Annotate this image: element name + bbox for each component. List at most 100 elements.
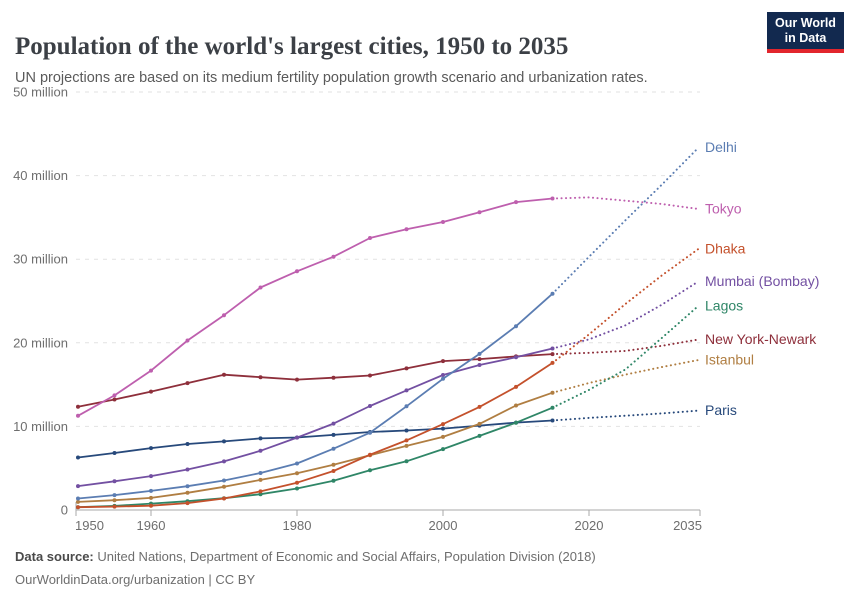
owid-logo[interactable]: Our World in Data [767, 12, 844, 53]
data-point-delhi-1990 [368, 430, 372, 435]
gridlines [76, 91, 700, 427]
owid-logo-line2: in Data [784, 31, 827, 45]
data-point-dhaka-1975 [258, 489, 263, 494]
data-point-mumbai-bombay-1990 [368, 404, 372, 408]
series-label-dhaka[interactable]: Dhaka [705, 240, 746, 256]
data-point-istanbul-1970 [222, 484, 226, 489]
data-source-text: United Nations, Department of Economic a… [93, 549, 596, 564]
data-point-istanbul-1975 [258, 477, 263, 482]
data-point-mumbai-bombay-1960 [149, 474, 153, 479]
data-point-paris-1960 [149, 446, 153, 451]
data-point-lagos-2000 [441, 447, 445, 452]
series-tokyo: Tokyo [76, 196, 742, 418]
data-point-delhi-2005 [477, 351, 482, 356]
data-point-lagos-1990 [368, 468, 372, 473]
series-projection-istanbul[interactable] [551, 359, 700, 394]
data-point-istanbul-1985 [331, 462, 336, 467]
data-point-dhaka-1995 [404, 438, 409, 443]
data-point-tokyo-1965 [185, 338, 190, 343]
data-point-dhaka-2005 [477, 404, 482, 409]
data-point-mumbai-bombay-2005 [477, 363, 482, 367]
series-label-tokyo[interactable]: Tokyo [705, 201, 742, 217]
series-label-new-york-newark[interactable]: New York-Newark [705, 331, 817, 347]
y-tick-label-0: 0 [61, 503, 68, 518]
series-projection-tokyo[interactable] [551, 196, 700, 210]
owid-logo-line1: Our World [775, 16, 836, 30]
data-point-delhi-2015 [550, 291, 555, 296]
data-point-tokyo-2000 [441, 220, 445, 224]
data-point-mumbai-bombay-1995 [404, 388, 409, 393]
series-line-istanbul[interactable] [77, 391, 553, 503]
data-point-paris-1985 [331, 432, 336, 437]
data-point-delhi-1960 [149, 488, 153, 493]
series-projection-paris[interactable] [551, 409, 700, 422]
y-tick-label-40: 40 million [13, 168, 68, 183]
data-point-new-york-newark-1960 [149, 389, 153, 394]
data-point-dhaka-1990 [368, 452, 372, 457]
series-projection-dhaka[interactable] [551, 247, 700, 364]
series-delhi: Delhi [76, 139, 737, 501]
data-point-mumbai-bombay-2015 [550, 346, 555, 351]
data-point-delhi-1980 [295, 461, 299, 466]
chart-subtitle: UN projections are based on its medium f… [15, 69, 648, 86]
data-point-paris-1965 [185, 442, 190, 446]
y-tick-label-10: 10 million [13, 419, 68, 434]
data-point-mumbai-bombay-1970 [222, 459, 226, 464]
series-label-mumbai-bombay[interactable]: Mumbai (Bombay) [705, 273, 819, 289]
data-point-istanbul-1995 [404, 443, 409, 448]
data-point-dhaka-1955 [112, 504, 117, 509]
data-point-istanbul-1965 [185, 490, 190, 495]
data-point-tokyo-1980 [295, 269, 299, 274]
data-point-istanbul-1950 [76, 499, 80, 504]
series-istanbul: Istanbul [76, 352, 754, 504]
data-point-delhi-2010 [514, 324, 518, 329]
data-point-delhi-1995 [404, 404, 409, 409]
data-point-new-york-newark-1970 [222, 372, 226, 377]
data-point-mumbai-bombay-1975 [258, 448, 263, 453]
series-projection-lagos[interactable] [551, 304, 700, 409]
data-point-tokyo-1955 [112, 393, 117, 398]
series-projection-mumbai-bombay[interactable] [551, 280, 700, 350]
data-point-istanbul-2015 [550, 390, 555, 395]
data-point-lagos-1975 [258, 492, 263, 497]
data-point-lagos-2005 [477, 433, 482, 438]
series-dhaka: Dhaka [76, 240, 746, 510]
data-point-dhaka-1950 [76, 505, 80, 510]
data-point-paris-1970 [222, 439, 226, 444]
owid-license-link[interactable]: OurWorldinData.org/urbanization | CC BY [15, 572, 256, 587]
series-line-new-york-newark[interactable] [77, 353, 553, 408]
data-point-istanbul-2000 [441, 434, 445, 439]
data-point-new-york-newark-2000 [441, 359, 445, 364]
data-point-mumbai-bombay-1965 [185, 467, 190, 472]
series-projection-new-york-newark[interactable] [551, 338, 700, 356]
series-line-tokyo[interactable] [77, 197, 553, 417]
data-point-delhi-2000 [441, 376, 445, 381]
series-label-istanbul[interactable]: Istanbul [705, 352, 754, 368]
series-line-mumbai-bombay[interactable] [77, 347, 553, 487]
data-point-mumbai-bombay-1985 [331, 421, 336, 426]
data-point-paris-1955 [112, 451, 117, 455]
data-point-new-york-newark-1955 [112, 397, 117, 402]
data-point-mumbai-bombay-2010 [514, 355, 518, 360]
data-point-delhi-1965 [185, 484, 190, 489]
series-lagos: Lagos [76, 297, 743, 510]
data-point-paris-2000 [441, 426, 445, 431]
data-point-istanbul-1980 [295, 471, 299, 476]
data-source-line: Data source: United Nations, Department … [15, 545, 596, 568]
series-line-lagos[interactable] [77, 406, 553, 509]
data-point-lagos-1985 [331, 478, 336, 483]
series-line-delhi[interactable] [77, 293, 554, 500]
data-point-new-york-newark-2005 [477, 357, 482, 362]
series-projection-delhi[interactable] [551, 146, 700, 295]
series-label-paris[interactable]: Paris [705, 402, 737, 418]
data-point-dhaka-2010 [514, 384, 518, 389]
data-point-new-york-newark-1975 [258, 375, 263, 380]
data-point-new-york-newark-1985 [331, 375, 336, 380]
series-line-dhaka[interactable] [77, 362, 553, 509]
data-point-dhaka-1960 [149, 503, 153, 508]
series-label-lagos[interactable]: Lagos [705, 297, 743, 313]
chart-footer: Data source: United Nations, Department … [15, 545, 596, 591]
series-label-delhi[interactable]: Delhi [705, 139, 737, 155]
data-point-dhaka-1985 [331, 469, 336, 473]
data-source-label: Data source: [15, 549, 94, 564]
